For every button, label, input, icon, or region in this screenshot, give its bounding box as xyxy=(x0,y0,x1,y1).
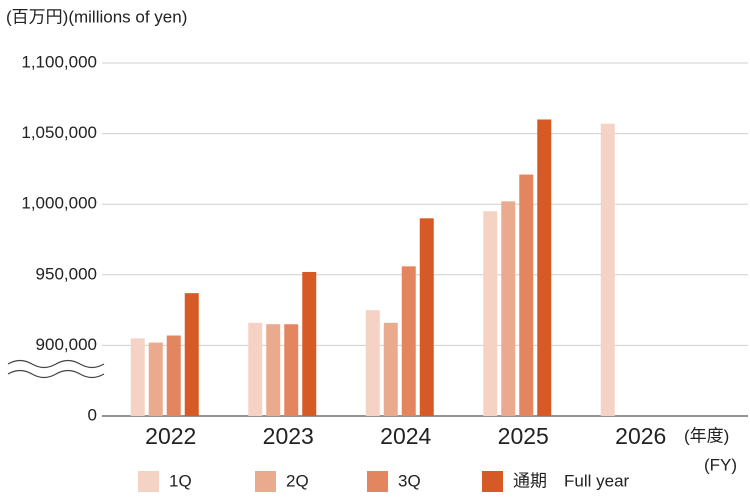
y-tick-label: 0 xyxy=(88,405,97,424)
bar xyxy=(184,293,199,416)
bar xyxy=(501,201,516,416)
axis-break xyxy=(7,359,105,369)
axis-break xyxy=(7,369,105,379)
y-tick-label: 1,000,000 xyxy=(21,194,97,213)
bar xyxy=(600,123,615,416)
bar xyxy=(166,335,181,416)
legend-swatch xyxy=(367,471,388,492)
bar xyxy=(248,322,263,416)
legend-swatch xyxy=(138,471,159,492)
x-axis-label-en: (FY) xyxy=(704,455,737,474)
y-tick-label: 1,100,000 xyxy=(21,52,97,71)
bar xyxy=(130,338,145,416)
x-axis-label: (年度) xyxy=(684,426,729,445)
bar xyxy=(148,342,163,416)
x-tick-label: 2023 xyxy=(263,423,314,449)
bar xyxy=(365,310,380,416)
x-tick-label: 2026 xyxy=(615,423,666,449)
bar xyxy=(284,324,299,416)
legend-label: 1Q xyxy=(169,471,192,490)
bar xyxy=(383,322,398,416)
y-tick-label: 950,000 xyxy=(36,264,97,283)
y-tick-label: 900,000 xyxy=(36,335,97,354)
legend-label: 2Q xyxy=(286,471,309,490)
y-tick-label: 1,050,000 xyxy=(21,123,97,142)
bar xyxy=(419,218,434,416)
legend-swatch xyxy=(255,471,276,492)
bar xyxy=(401,266,416,416)
y-axis-label: (百万円)(millions of yen) xyxy=(6,7,187,26)
x-tick-label: 2024 xyxy=(380,423,431,449)
bar xyxy=(537,119,552,416)
bar xyxy=(302,271,317,416)
legend-swatch xyxy=(482,471,503,492)
bar xyxy=(266,324,281,416)
bar xyxy=(519,174,534,416)
legend-label: 通期 Full year xyxy=(513,471,630,490)
bar xyxy=(483,211,498,416)
legend-label: 3Q xyxy=(398,471,421,490)
x-tick-label: 2022 xyxy=(145,423,196,449)
x-tick-label: 2025 xyxy=(498,423,549,449)
